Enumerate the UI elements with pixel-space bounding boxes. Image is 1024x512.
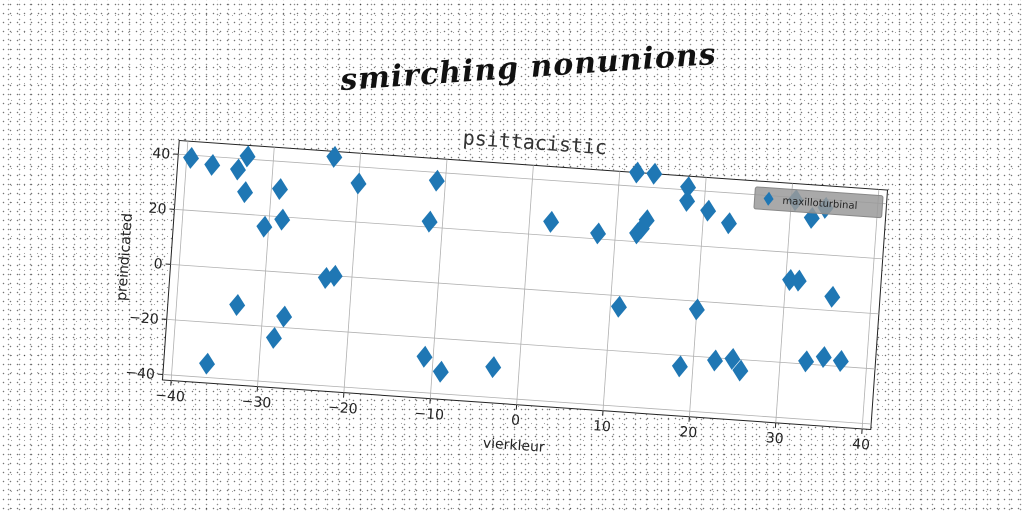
x-tick-label: −10: [414, 406, 445, 424]
x-tick-label: −40: [155, 387, 186, 405]
x-tick-label: 20: [679, 424, 698, 441]
y-tick-label: −40: [125, 365, 156, 383]
plot-area: −40 −30 −20 −10 0 10 20 30 40 −40 −20 0 20 40 psittac…: [105, 102, 890, 479]
x-tick-label: −20: [327, 400, 358, 418]
x-tick-label: 40: [852, 436, 871, 453]
x-tick-label: −30: [241, 394, 272, 412]
x-tick-label: 30: [765, 430, 784, 447]
x-axis-label: vierkleur: [482, 435, 545, 455]
y-tick-label: 20: [148, 201, 167, 218]
x-tick-label: 0: [511, 412, 521, 429]
y-tick-label: 40: [152, 146, 171, 163]
chart-title: psittacistic: [462, 125, 608, 159]
y-tick-label: −20: [129, 310, 160, 328]
x-tick-label: 10: [592, 418, 611, 435]
y-tick-label: 0: [153, 256, 163, 273]
y-axis-label: preindicated: [114, 213, 136, 302]
